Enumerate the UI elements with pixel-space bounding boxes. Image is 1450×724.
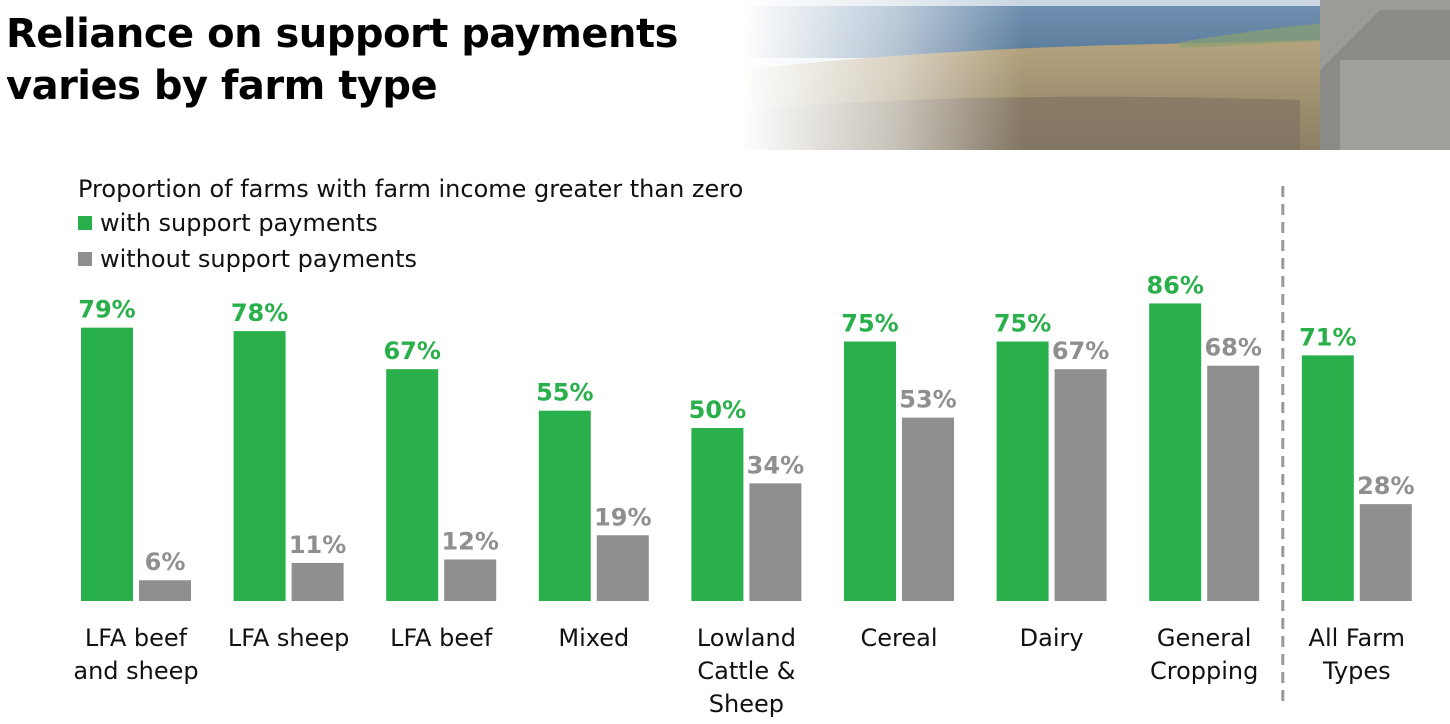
category-label-6-0: Dairy (1020, 624, 1084, 652)
data-label-without-3: 19% (594, 503, 651, 531)
data-label-with-4: 50% (689, 396, 746, 424)
data-label-with-5: 75% (841, 310, 898, 338)
data-label-with-2: 67% (383, 337, 440, 365)
bar-without-7 (1207, 365, 1260, 601)
category-label-8-0: All Farm (1309, 624, 1406, 652)
category-label-4-0: Lowland (697, 624, 796, 652)
chart-title: Proportion of farms with farm income gre… (78, 175, 744, 203)
bar-without-8 (1359, 504, 1412, 601)
page-title: Reliance on support payments varies by f… (6, 8, 678, 112)
data-label-with-7: 86% (1146, 271, 1203, 299)
data-label-without-0: 6% (145, 548, 186, 576)
data-label-without-4: 34% (747, 451, 804, 479)
landscape-photo (740, 0, 1450, 150)
category-label-4-2: Sheep (709, 690, 784, 718)
data-label-with-0: 79% (78, 296, 135, 324)
bar-with-0 (81, 327, 133, 601)
chart-legend: with support payments without support pa… (78, 205, 417, 277)
category-label-2-0: LFA beef (390, 624, 493, 652)
category-label-7-1: Cropping (1150, 657, 1258, 685)
bar-without-5 (902, 417, 954, 601)
bar-without-3 (596, 535, 649, 601)
data-label-without-6: 67% (1052, 337, 1109, 365)
category-label-7-0: General (1157, 624, 1252, 652)
legend-label-with: with support payments (100, 209, 378, 237)
data-label-without-8: 28% (1357, 472, 1414, 500)
bar-without-6 (1054, 369, 1107, 601)
bar-with-4 (691, 428, 744, 601)
category-label-0-0: LFA beef (85, 624, 188, 652)
category-label-1-0: LFA sheep (228, 624, 350, 652)
bar-with-3 (538, 410, 591, 601)
bar-with-6 (996, 341, 1049, 601)
category-label-8-1: Types (1322, 657, 1391, 685)
data-label-with-3: 55% (536, 379, 593, 407)
data-label-with-6: 75% (994, 310, 1051, 338)
bar-with-7 (1149, 303, 1202, 601)
bar-with-8 (1301, 355, 1354, 601)
category-label-3-0: Mixed (558, 624, 629, 652)
bar-with-2 (386, 369, 439, 601)
legend-item-without: without support payments (78, 241, 417, 277)
bar-without-4 (749, 483, 802, 601)
data-label-without-2: 12% (441, 527, 498, 555)
data-label-with-1: 78% (231, 299, 288, 327)
category-label-0-1: and sheep (73, 657, 198, 685)
bar-with-1 (233, 331, 286, 601)
data-label-without-1: 11% (289, 531, 346, 559)
data-label-without-7: 68% (1204, 334, 1261, 362)
legend-item-with: with support payments (78, 205, 417, 241)
data-label-without-5: 53% (899, 386, 956, 414)
legend-swatch-without (78, 252, 92, 266)
bar-without-2 (444, 559, 497, 601)
bar-without-0 (139, 580, 191, 601)
page-title-line-1: Reliance on support payments (6, 11, 678, 57)
legend-label-without: without support payments (100, 245, 418, 273)
data-label-with-8: 71% (1299, 323, 1356, 351)
category-label-5-0: Cereal (860, 624, 937, 652)
legend-swatch-with (78, 216, 92, 230)
page-title-line-2: varies by farm type (6, 63, 438, 109)
category-label-4-1: Cattle & (697, 657, 795, 685)
bar-with-5 (844, 341, 896, 601)
bar-without-1 (291, 562, 344, 601)
